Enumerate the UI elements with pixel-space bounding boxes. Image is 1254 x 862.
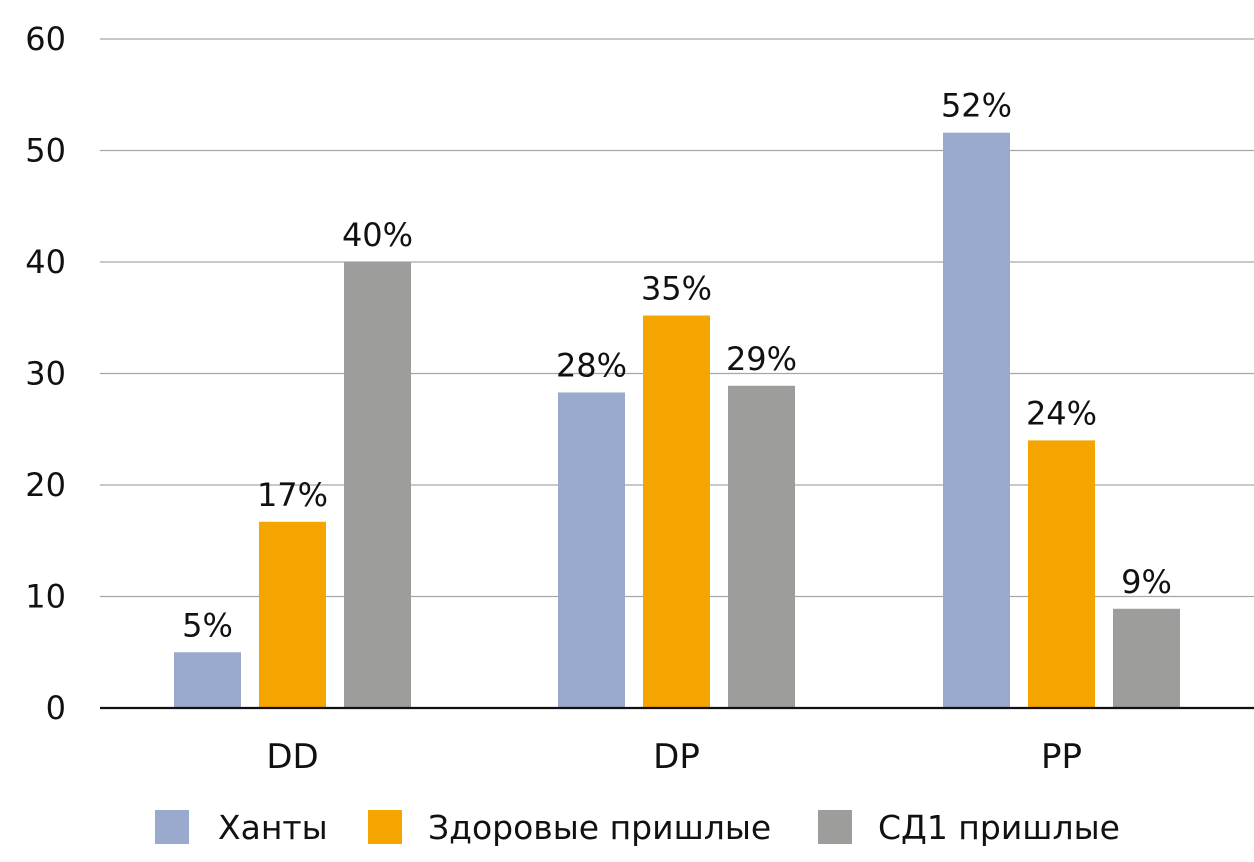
- bar-dd-series-3: [344, 262, 411, 708]
- legend: Ханты Здоровые пришлые СД1 пришлые: [155, 808, 1120, 847]
- bar-dp-series-1: [558, 392, 625, 708]
- legend-label: СД1 пришлые: [878, 808, 1120, 847]
- bar-pp-series-3: [1113, 608, 1180, 708]
- data-label: 5%: [182, 606, 233, 644]
- bar-dd-series-2: [259, 521, 326, 708]
- data-label: 9%: [1121, 563, 1172, 601]
- legend-label: Здоровые пришлые: [428, 808, 771, 847]
- bar-pp-series-2: [1028, 440, 1095, 708]
- x-category-label: DD: [266, 737, 318, 777]
- legend-swatch: [155, 810, 189, 844]
- x-axis-categories: DD DP PP: [266, 737, 1082, 777]
- y-tick-label: 40: [25, 243, 66, 281]
- x-category-label: PP: [1041, 737, 1082, 777]
- data-label: 52%: [941, 87, 1012, 125]
- bars: [174, 132, 1180, 708]
- data-label: 40%: [342, 216, 413, 254]
- y-axis-ticks: 0 10 20 30 40 50 60: [25, 20, 66, 727]
- bar-dp-series-3: [728, 385, 795, 708]
- data-labels: 5% 28% 52% 17% 35% 24% 40% 29% 9%: [182, 87, 1172, 645]
- y-tick-label: 30: [25, 355, 66, 393]
- y-tick-label: 50: [25, 132, 66, 170]
- bar-dp-series-2: [643, 315, 710, 708]
- legend-swatch: [368, 810, 402, 844]
- y-tick-label: 60: [25, 20, 66, 58]
- legend-swatch: [818, 810, 852, 844]
- bar-pp-series-1: [943, 132, 1010, 708]
- data-label: 29%: [726, 340, 797, 378]
- y-tick-label: 20: [25, 466, 66, 504]
- legend-label: Ханты: [218, 808, 328, 847]
- y-tick-label: 0: [46, 689, 66, 727]
- bar-dd-series-1: [174, 652, 241, 708]
- data-label: 35%: [641, 270, 712, 308]
- data-label: 24%: [1026, 394, 1097, 432]
- data-label: 17%: [257, 476, 328, 514]
- y-tick-label: 10: [25, 578, 66, 616]
- x-category-label: DP: [653, 737, 700, 777]
- data-label: 28%: [556, 346, 627, 384]
